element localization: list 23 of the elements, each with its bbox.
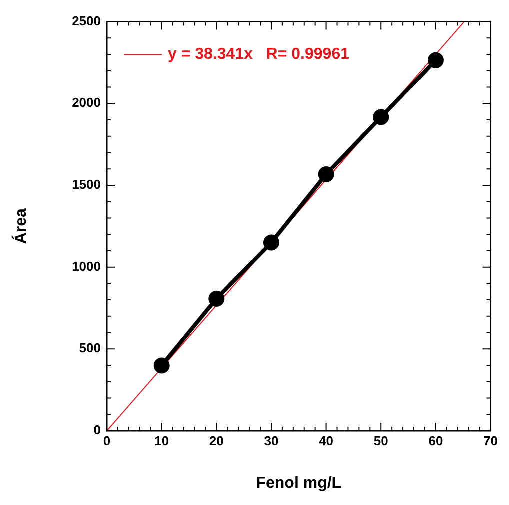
point [263,234,280,251]
x-tick-label: 30 [264,433,279,448]
point [318,166,334,183]
point [154,358,170,374]
x-tick-label: 70 [484,433,498,448]
x-tick-label: 0 [103,433,111,448]
point [208,290,225,307]
x-tick-label: 10 [154,433,170,448]
legend-label: y = 38.341x R= 0.99961 [168,46,350,64]
x-tick-label: 60 [428,433,444,448]
y-axis-title: Área [11,208,30,244]
y-tick-label: 2500 [72,13,101,28]
x-tick-label: 40 [319,433,334,448]
y-tick-label: 1000 [72,258,101,274]
x-tick-label: 50 [374,433,388,448]
point [373,109,390,126]
y-tick-label: 500 [79,340,101,356]
x-axis-title: Fenol mg/L [256,474,342,492]
y-tick-label: 0 [94,422,101,438]
y-tick-label: 1500 [72,177,101,192]
point [428,52,444,68]
y-tick-label: 2000 [72,95,101,110]
x-tick-label: 20 [209,433,224,448]
